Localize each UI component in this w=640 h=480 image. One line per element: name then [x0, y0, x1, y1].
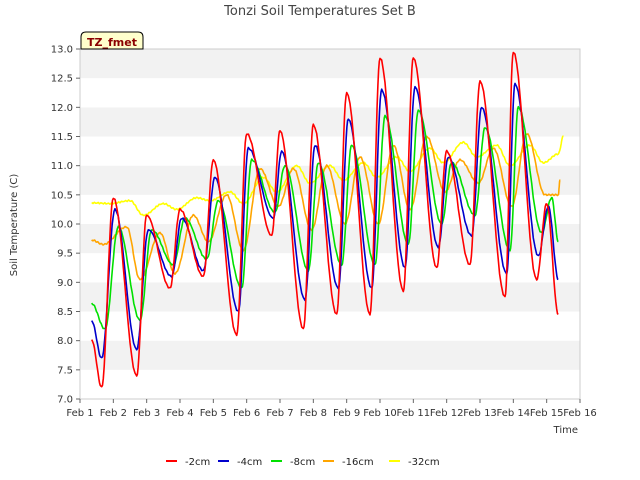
grid-band	[80, 340, 580, 370]
x-tick-label: Feb 1	[66, 408, 93, 419]
y-tick-label: 10.0	[51, 220, 73, 231]
grid-band	[80, 49, 580, 79]
series-lines	[90, 51, 564, 388]
x-tick-label: Feb 14	[497, 408, 531, 419]
legend: -2cm -4cm -8cm -16cm -32cm	[166, 457, 440, 468]
x-axis-title: Time	[553, 425, 578, 436]
grid-band	[80, 282, 580, 312]
legend-label: -32cm	[408, 457, 440, 468]
y-tick-label: 7.0	[57, 395, 73, 406]
x-tick-label: Feb 6	[233, 408, 260, 419]
grid-band	[80, 311, 580, 341]
x-tick-label: Feb 3	[133, 408, 160, 419]
x-tick-label: Feb 15	[530, 408, 564, 419]
y-tick-label: 12.5	[51, 74, 73, 85]
x-tick-label: Feb 8	[300, 408, 327, 419]
legend-label: -16cm	[342, 457, 374, 468]
y-tick-label: 9.0	[57, 278, 73, 289]
series-line-minus-32cm	[91, 135, 564, 217]
y-tick-label: 7.5	[57, 365, 73, 376]
chart-title: Tonzi Soil Temperatures Set B	[223, 4, 416, 19]
grid-bands	[80, 49, 580, 399]
grid-band	[80, 369, 580, 399]
y-tick-label: 11.5	[51, 132, 73, 143]
x-tick-label: Feb 16	[563, 408, 597, 419]
y-tick-label: 10.5	[51, 190, 73, 201]
series-line-minus-2cm	[90, 51, 559, 388]
x-tick-label: Feb 2	[100, 408, 127, 419]
site-tag: TZ_fmet	[80, 31, 144, 50]
x-tick-label: Feb 11	[397, 408, 431, 419]
grid-band	[80, 136, 580, 166]
x-tick-label: Feb 12	[430, 408, 464, 419]
x-tick-label: Feb 7	[266, 408, 293, 419]
y-tick-label: 8.5	[57, 307, 73, 318]
x-tick-label: Feb 10	[363, 408, 397, 419]
x-tick-label: Feb 5	[200, 408, 227, 419]
x-axis-ticks: Feb 1 Feb 2 Feb 3 Feb 4 Feb 5 Feb 6 Feb 7 Feb 8…	[66, 399, 597, 419]
y-axis-ticks: 7.0 7.5 8.0 8.5 9.0 9.5 10.0 10.5 11.0 11.5 12.0 12…	[51, 45, 80, 406]
x-tick-label: Feb 13	[463, 408, 497, 419]
y-tick-label: 11.0	[51, 161, 73, 172]
y-tick-label: 8.0	[57, 336, 73, 347]
y-axis-title: Soil Temperature (C)	[9, 174, 20, 277]
series-line-minus-4cm	[90, 82, 559, 359]
site-tag-box	[80, 31, 144, 50]
site-tag-label: TZ_fmet	[87, 36, 137, 49]
grid-band	[80, 107, 580, 137]
y-tick-label: 12.0	[51, 103, 73, 114]
legend-label: -4cm	[237, 457, 262, 468]
y-tick-label: 9.5	[57, 249, 73, 260]
x-tick-label: Feb 4	[166, 408, 193, 419]
y-tick-label: 13.0	[51, 45, 73, 56]
x-tick-label: Feb 9	[333, 408, 360, 419]
grid-band	[80, 78, 580, 108]
legend-label: -8cm	[290, 457, 315, 468]
legend-label: -2cm	[185, 457, 210, 468]
